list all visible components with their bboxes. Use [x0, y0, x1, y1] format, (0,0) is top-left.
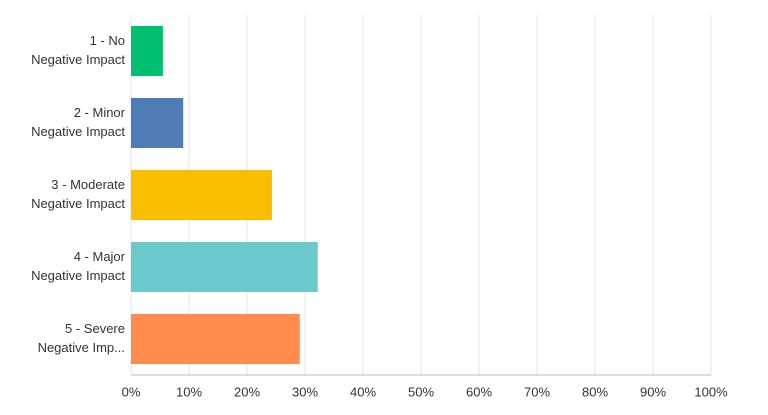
y-tick-label: Negative Impact [31, 124, 125, 139]
x-tick-label: 70% [524, 384, 550, 399]
bar [131, 242, 318, 292]
y-tick-label: 2 - Minor [74, 105, 126, 120]
y-tick-label: Negative Imp... [38, 340, 125, 355]
x-tick-label: 80% [582, 384, 608, 399]
y-tick-label: Negative Impact [31, 196, 125, 211]
x-tick-label: 10% [176, 384, 202, 399]
x-tick-label: 90% [640, 384, 666, 399]
y-tick-label: Negative Impact [31, 52, 125, 67]
x-tick-label: 50% [408, 384, 434, 399]
y-tick-label: Negative Impact [31, 268, 125, 283]
y-tick-label: 3 - Moderate [51, 177, 125, 192]
x-tick-label: 20% [234, 384, 260, 399]
y-tick-label: 5 - Severe [65, 321, 125, 336]
bar [131, 314, 300, 364]
y-tick-label: 4 - Major [74, 249, 126, 264]
x-tick-label: 100% [694, 384, 728, 399]
bar [131, 26, 163, 76]
x-tick-label: 0% [122, 384, 141, 399]
x-tick-label: 30% [292, 384, 318, 399]
x-tick-label: 60% [466, 384, 492, 399]
bar [131, 170, 272, 220]
x-tick-label: 40% [350, 384, 376, 399]
y-tick-label: 1 - No [90, 33, 125, 48]
bar [131, 98, 184, 148]
